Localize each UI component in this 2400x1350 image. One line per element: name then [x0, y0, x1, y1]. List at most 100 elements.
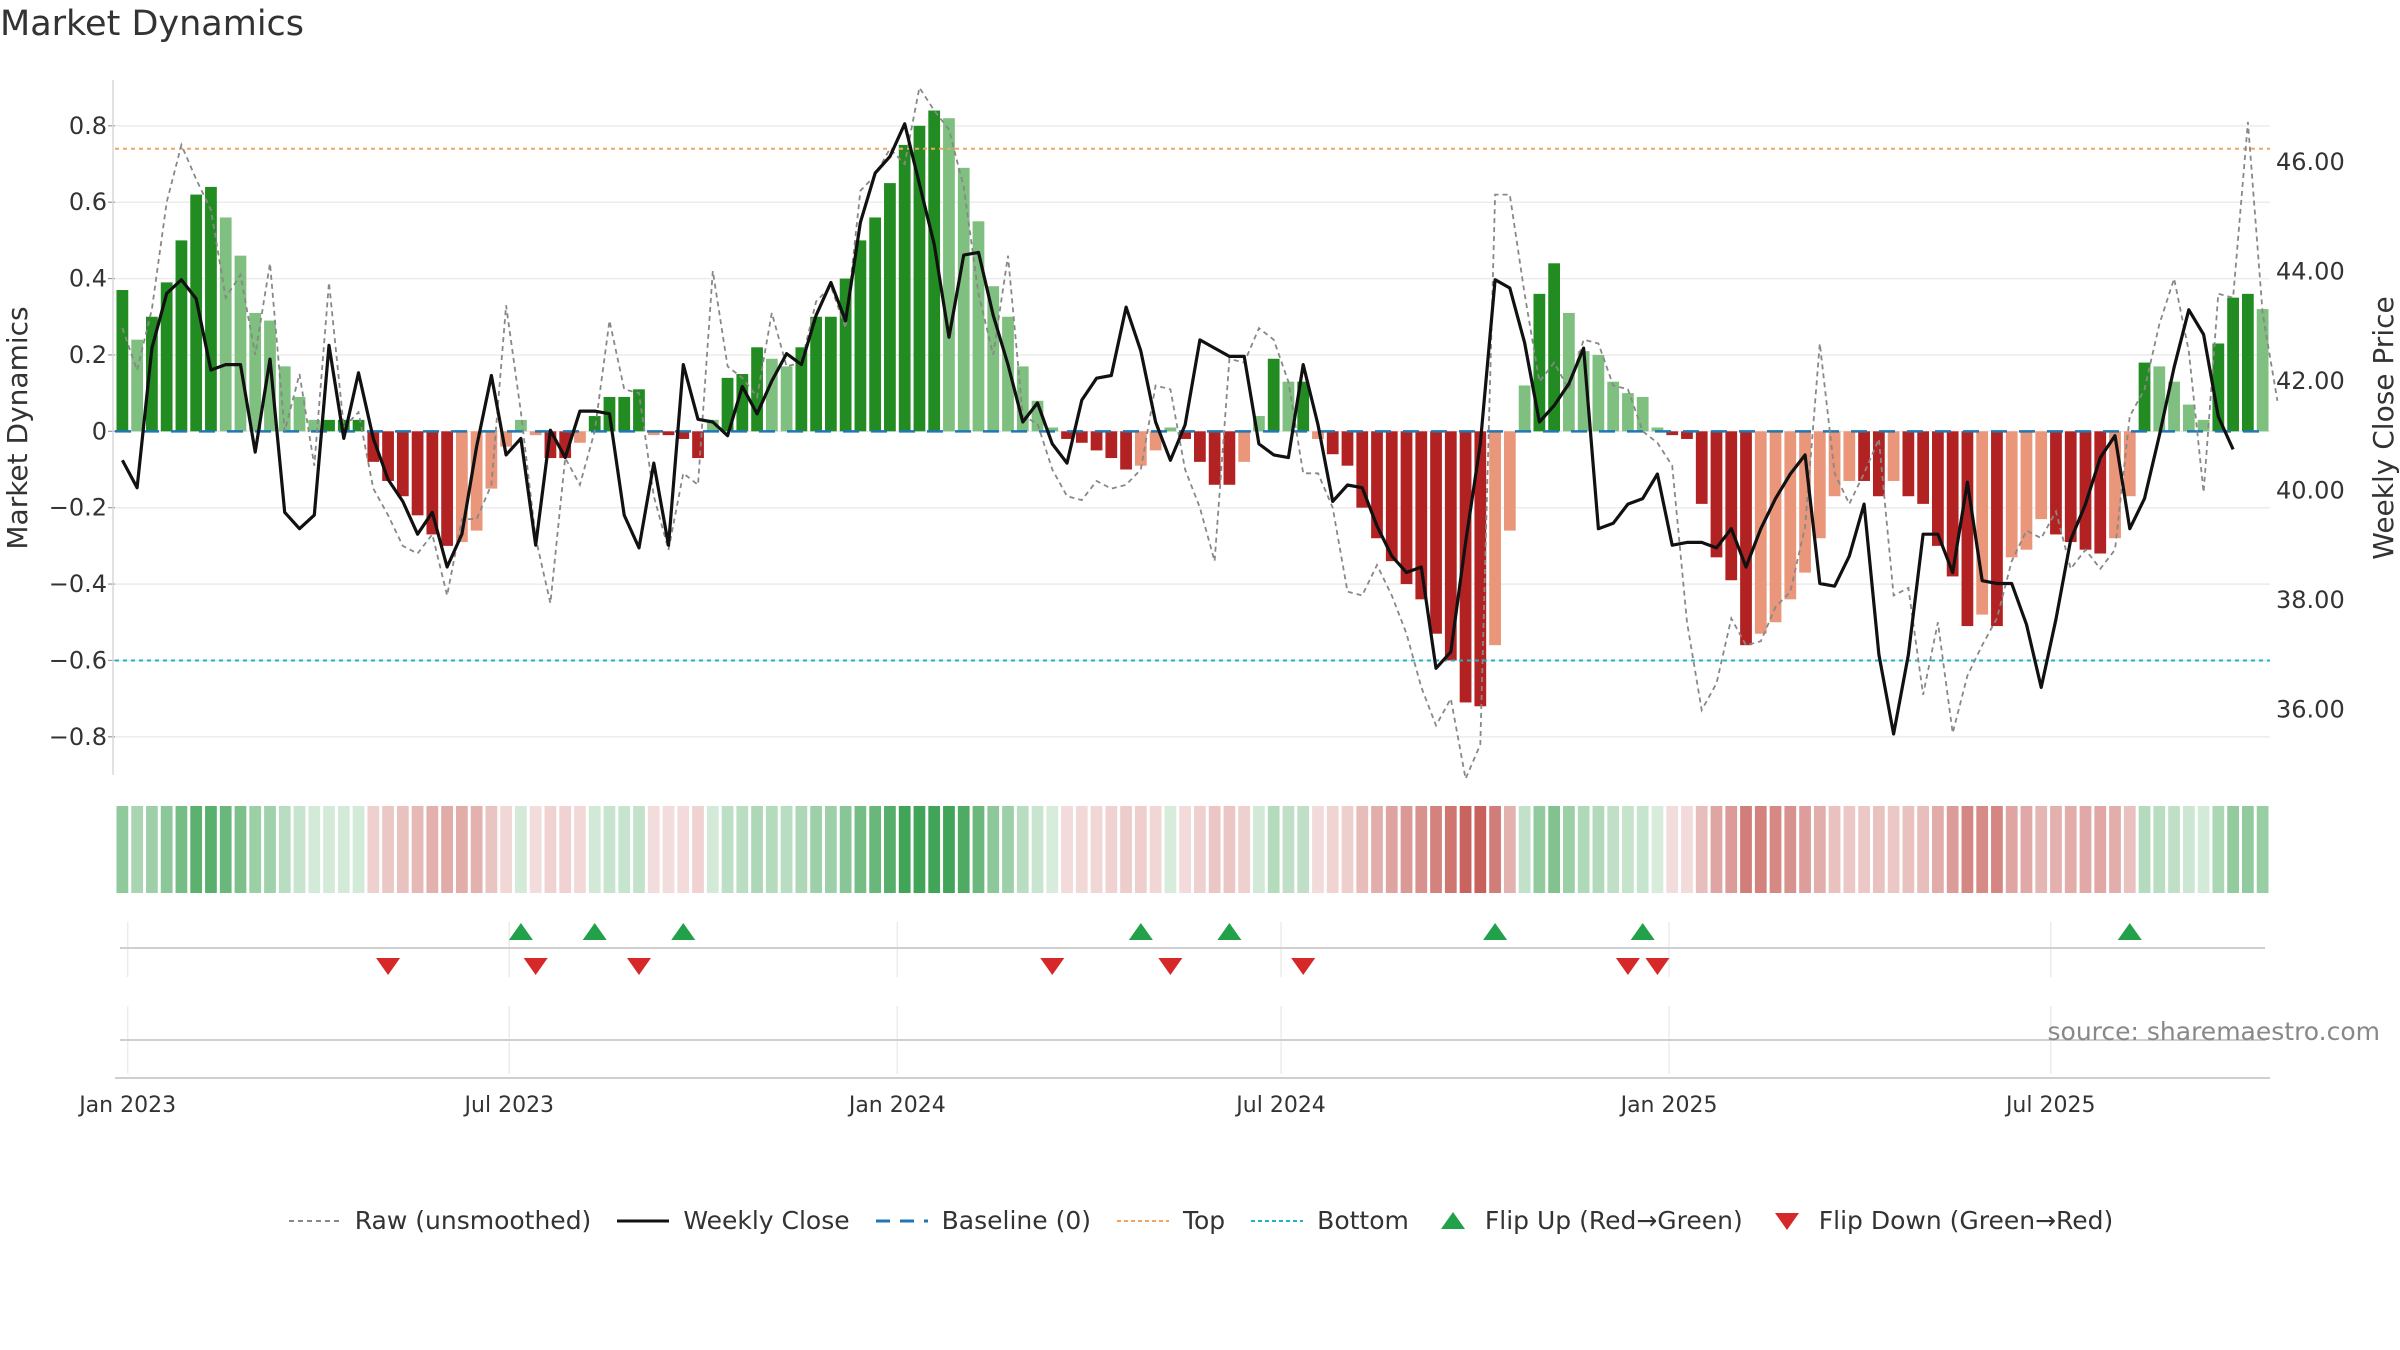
- dynamics-bar: [1415, 431, 1428, 600]
- flip-down-marker: [376, 958, 401, 975]
- legend-label-top: Top: [1182, 1206, 1226, 1235]
- regime-strip-cell: [1695, 806, 1708, 893]
- flip-down-marker: [1291, 958, 1316, 975]
- dynamics-bar: [854, 240, 867, 432]
- regime-strip-cell: [2123, 806, 2136, 893]
- regime-strip-cell: [1872, 806, 1885, 893]
- regime-strip-cell: [1710, 806, 1723, 893]
- regime-strip-cell: [2064, 806, 2077, 893]
- dynamics-bar: [1356, 431, 1369, 508]
- regime-strip-cell: [396, 806, 409, 893]
- dynamics-bar: [1577, 351, 1590, 432]
- dynamics-bar: [1976, 431, 1989, 615]
- dynamics-bar: [824, 316, 837, 432]
- regime-strip-cell: [913, 806, 926, 893]
- regime-strip-cell: [618, 806, 631, 893]
- dynamics-bar: [588, 416, 601, 432]
- regime-strip-cell: [1533, 806, 1546, 893]
- dynamics-bar: [160, 282, 173, 432]
- dynamics-bar: [1872, 431, 1885, 497]
- regime-strip-cell: [1917, 806, 1930, 893]
- regime-strip-cell: [943, 806, 955, 893]
- left-tick-label: −0.2: [49, 494, 107, 522]
- regime-strip-cell: [1932, 806, 1944, 893]
- dynamics-bar: [1961, 431, 1974, 627]
- regime-strip-cell: [441, 806, 453, 893]
- regime-strip-cell: [1651, 806, 1664, 893]
- dynamics-bar: [884, 183, 896, 432]
- regime-strip-cell: [1194, 806, 1206, 893]
- dynamics-bar: [2005, 431, 2018, 558]
- regime-strip-cell: [1946, 806, 1959, 893]
- dynamics-bar: [559, 431, 572, 459]
- dynamics-bar: [1297, 381, 1310, 432]
- regime-strip-cell: [751, 806, 763, 893]
- dynamics-bar: [1592, 354, 1605, 432]
- dynamics-bar: [2227, 297, 2239, 432]
- dynamics-bar: [1341, 431, 1354, 466]
- x-tick-label: Jul 2025: [2004, 1093, 2096, 1118]
- dynamics-bar: [1105, 431, 1118, 459]
- dynamics-bar: [455, 431, 468, 543]
- regime-strip-cell: [1902, 806, 1915, 893]
- dynamics-bar: [529, 431, 542, 436]
- dynamics-bar: [323, 419, 335, 432]
- legend-item-flip-down: Flip Down (Green→Red): [1767, 1206, 2113, 1235]
- chart-title: Market Dynamics: [0, 4, 305, 44]
- dynamics-bar: [1120, 431, 1132, 470]
- regime-strip-cell: [544, 806, 557, 893]
- regime-strip-cell: [1179, 806, 1191, 893]
- regime-strip-cell: [367, 806, 380, 893]
- flip-up-marker: [508, 923, 533, 940]
- dynamics-bar: [2050, 431, 2062, 535]
- dynamics-bar: [1769, 431, 1782, 623]
- legend-label-close: Weekly Close: [683, 1206, 850, 1235]
- dynamics-bar: [2035, 431, 2048, 520]
- right-tick-label: 44.00: [2276, 258, 2345, 286]
- dynamics-bar: [618, 396, 631, 432]
- regime-strip-cell: [1356, 806, 1369, 893]
- regime-strip-cell: [411, 806, 424, 893]
- dynamics-bar: [1518, 385, 1531, 432]
- regime-strip-cell: [529, 806, 542, 893]
- regime-strip-cell: [2241, 806, 2254, 893]
- regime-strip-cell: [1238, 806, 1251, 893]
- regime-strip-cell: [500, 806, 513, 893]
- flip-up-marker: [671, 923, 696, 940]
- regime-strip-cell: [1459, 806, 1472, 893]
- regime-strip-cell: [1828, 806, 1841, 893]
- right-axis-title: Weekly Close Price: [2367, 296, 2400, 559]
- regime-strip-cell: [175, 806, 188, 893]
- dynamics-bar: [1134, 431, 1147, 466]
- left-tick-label: −0.4: [49, 570, 107, 598]
- regime-strip-cell: [1754, 806, 1767, 893]
- regime-strip-cell: [647, 806, 660, 893]
- dynamics-bar: [2079, 431, 2092, 550]
- regime-strip-cell: [2182, 806, 2195, 893]
- regime-strip-cell: [1577, 806, 1590, 893]
- dynamics-bar: [1430, 431, 1442, 634]
- flip-down-marker: [523, 958, 548, 975]
- regime-strip-cell: [455, 806, 468, 893]
- dynamics-bar: [1326, 431, 1339, 455]
- regime-strip-cell: [1282, 806, 1295, 893]
- dynamics-bar: [264, 320, 276, 432]
- regime-strip-cell: [2227, 806, 2239, 893]
- dynamics-bar: [470, 431, 483, 531]
- dynamics-bar: [2109, 431, 2121, 539]
- dynamics-bar: [1828, 431, 1841, 497]
- regime-strip-cell: [928, 806, 941, 893]
- regime-strip-cell: [278, 806, 291, 893]
- regime-strip-cell: [1887, 806, 1900, 893]
- regime-strip-cell: [869, 806, 882, 893]
- dynamics-bar: [2123, 431, 2136, 497]
- regime-strip-cell: [470, 806, 483, 893]
- reference-lines: [115, 147, 2270, 662]
- dynamics-bar: [1444, 431, 1457, 661]
- series-lines: [120, 85, 2279, 782]
- regime-strip-cell: [1267, 806, 1280, 893]
- regime-strip-cell: [1002, 806, 1014, 893]
- regime-strip-cell: [219, 806, 232, 893]
- dynamics-bar: [647, 431, 660, 436]
- dynamics-bar: [1666, 431, 1679, 436]
